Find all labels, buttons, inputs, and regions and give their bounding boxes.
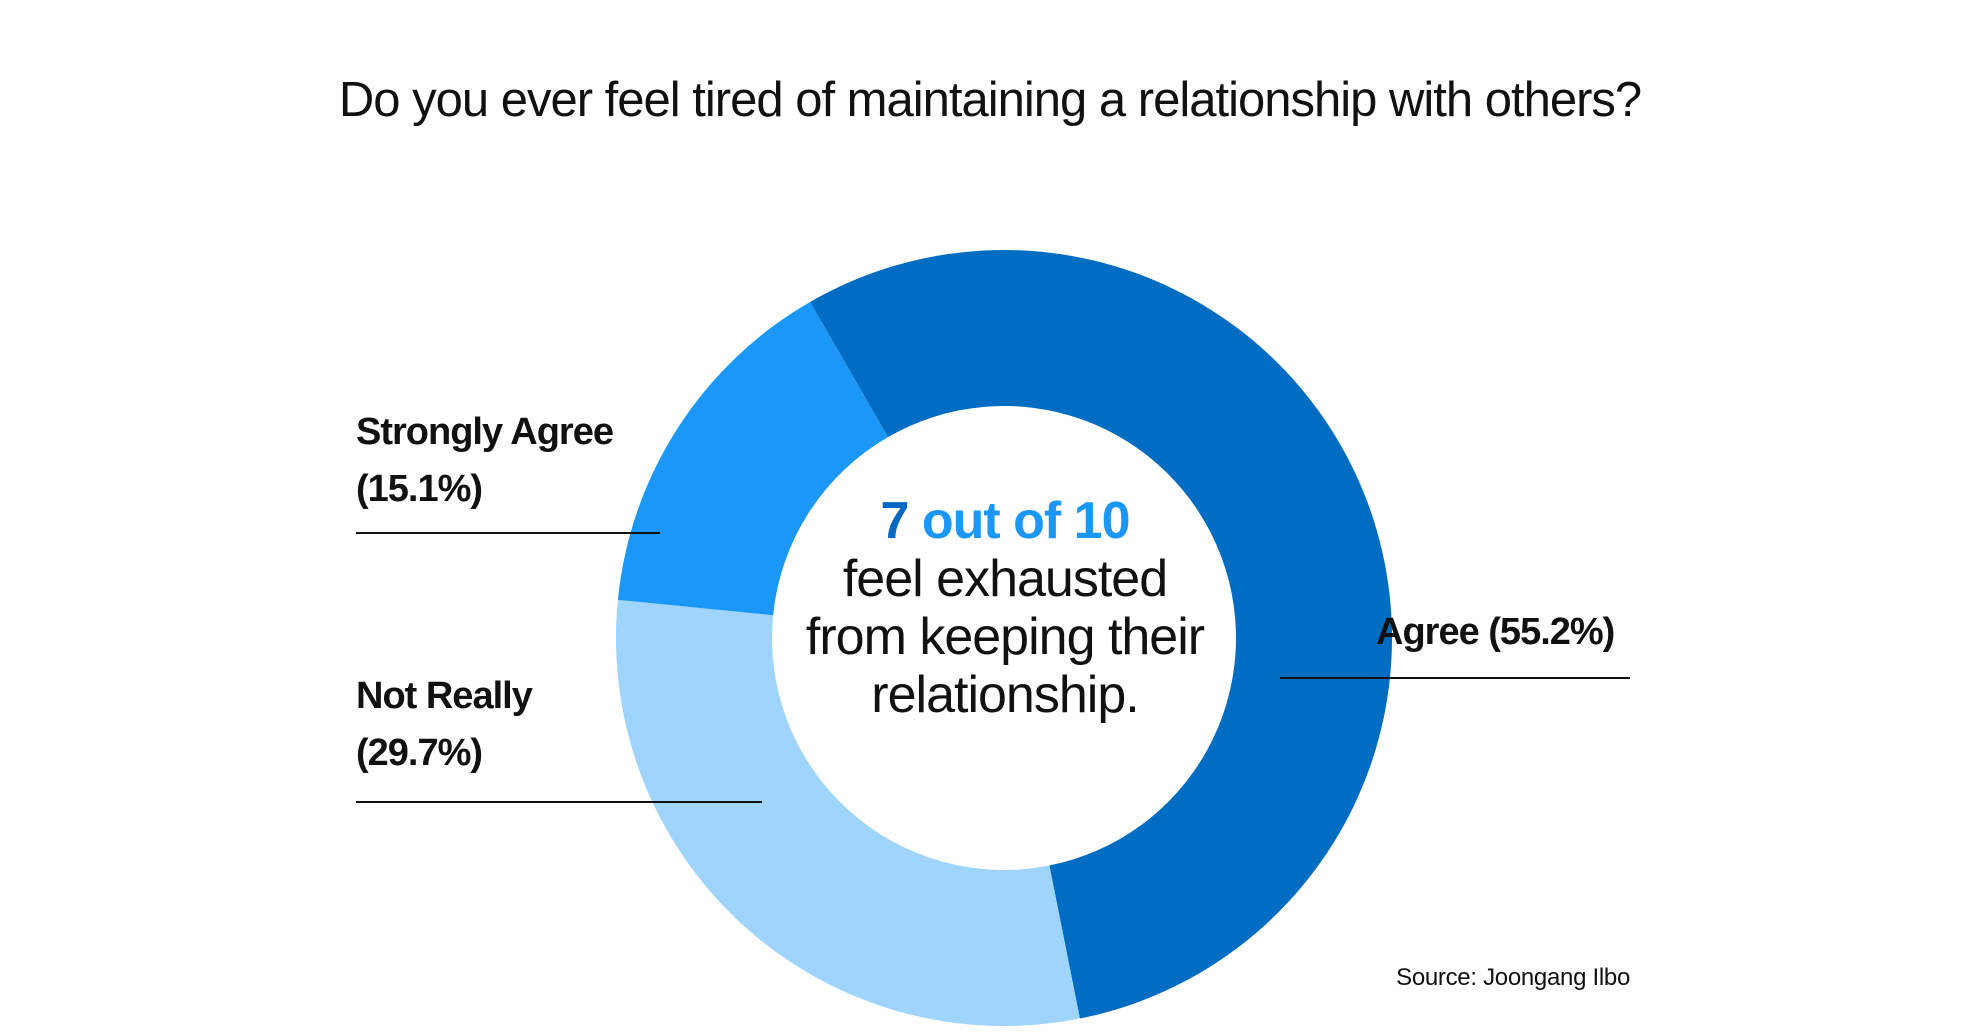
label-not-really: Not Really (29.7%) xyxy=(356,668,533,782)
label-agree-name: Agree xyxy=(1376,611,1480,653)
slice-agree xyxy=(810,250,1393,1019)
leader-line-strongly-agree xyxy=(356,532,660,534)
label-agree: Agree (55.2%) xyxy=(1376,604,1615,661)
label-strongly-agree: Strongly Agree (15.1%) xyxy=(356,404,614,518)
center-line-2: feel exhausted xyxy=(842,550,1168,608)
source-note: Source: Joongang Ilbo xyxy=(1396,964,1630,991)
leader-line-not-really xyxy=(356,801,762,803)
center-headline-rest: out of 10 xyxy=(908,492,1131,550)
center-line-3: from keeping their xyxy=(805,608,1205,666)
center-headline: 7 out of 10 xyxy=(780,492,1230,550)
label-strongly-agree-name: Strongly Agree xyxy=(356,411,614,453)
chart-title: Do you ever feel tired of maintaining a … xyxy=(338,73,1642,127)
center-line-4: relationship. xyxy=(871,666,1139,724)
center-headline-number: 7 xyxy=(880,492,909,550)
slice-strongly-agree xyxy=(617,301,888,616)
label-not-really-value: (29.7%) xyxy=(356,732,483,774)
label-not-really-name: Not Really xyxy=(356,675,533,717)
slice-not-really xyxy=(616,599,1080,1026)
label-strongly-agree-value: (15.1%) xyxy=(356,468,483,510)
leader-line-agree xyxy=(1280,677,1630,679)
center-callout: 7 out of 10 feel exhausted from keeping … xyxy=(780,492,1230,724)
label-agree-value: (55.2%) xyxy=(1488,611,1615,653)
